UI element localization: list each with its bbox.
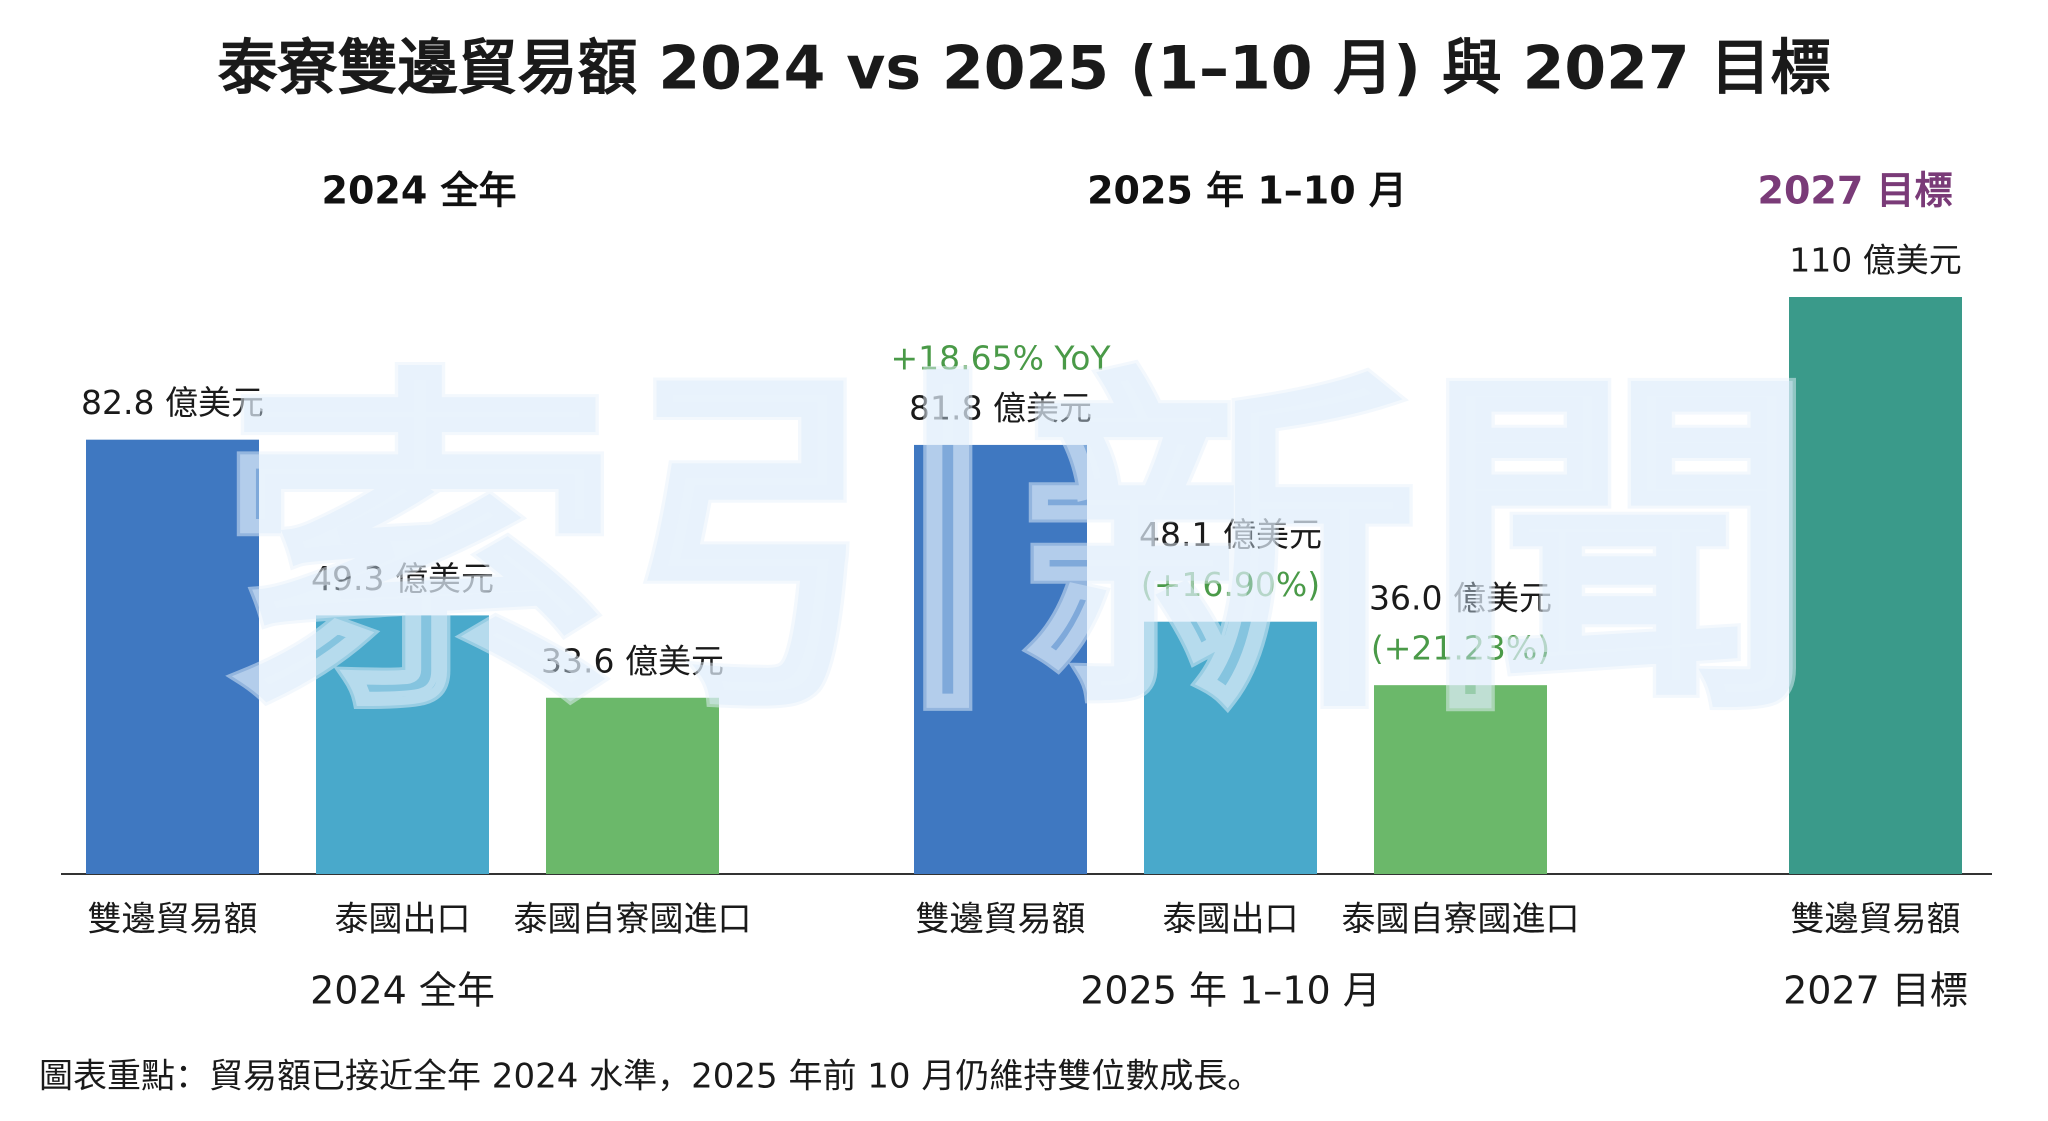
- group-header: 2027 目標: [1758, 169, 1953, 213]
- x-tick-label: 泰國自寮國進口: [514, 900, 752, 940]
- value-label: 81.8 億美元: [909, 388, 1092, 427]
- x-tick-label: 雙邊貿易額: [88, 900, 258, 940]
- bar: [1374, 685, 1547, 874]
- group-header: 2024 全年: [322, 169, 517, 213]
- chart-title: 泰寮雙邊貿易額 2024 vs 2025 (1–10 月) 與 2027 目標: [218, 34, 1831, 104]
- value-label: 49.3 億美元: [311, 559, 494, 598]
- x-tick-label: 雙邊貿易額: [916, 900, 1086, 940]
- value-label: 110 億美元: [1789, 241, 1961, 280]
- bar: [546, 697, 719, 874]
- value-label: 48.1 億美元: [1139, 515, 1322, 554]
- bar: [1144, 621, 1317, 874]
- bar: [86, 439, 259, 874]
- growth-note: +18.65% YoY: [890, 338, 1111, 377]
- x-tick-label: 雙邊貿易額: [1791, 900, 1961, 940]
- bar: [1789, 297, 1962, 874]
- group-label: 2025 年 1–10 月: [1080, 969, 1380, 1013]
- footnote: 圖表重點：貿易額已接近全年 2024 水準，2025 年前 10 月仍維持雙位數…: [39, 1057, 1261, 1097]
- x-tick-label: 泰國自寮國進口: [1342, 900, 1580, 940]
- bar: [914, 444, 1087, 874]
- growth-note: (+21.23%): [1371, 629, 1550, 668]
- watermark: 索引新聞: [220, 339, 1820, 758]
- growth-note: (+16.90%): [1141, 565, 1320, 604]
- value-label: 82.8 億美元: [81, 383, 264, 422]
- x-tick-label: 泰國出口: [1163, 900, 1299, 940]
- x-tick-label: 泰國出口: [335, 900, 471, 940]
- value-label: 33.6 億美元: [541, 641, 724, 680]
- bar: [316, 615, 489, 874]
- value-label: 36.0 億美元: [1369, 579, 1552, 618]
- group-header: 2025 年 1–10 月: [1087, 169, 1407, 213]
- group-label: 2027 目標: [1783, 969, 1968, 1013]
- group-label: 2024 全年: [310, 969, 495, 1013]
